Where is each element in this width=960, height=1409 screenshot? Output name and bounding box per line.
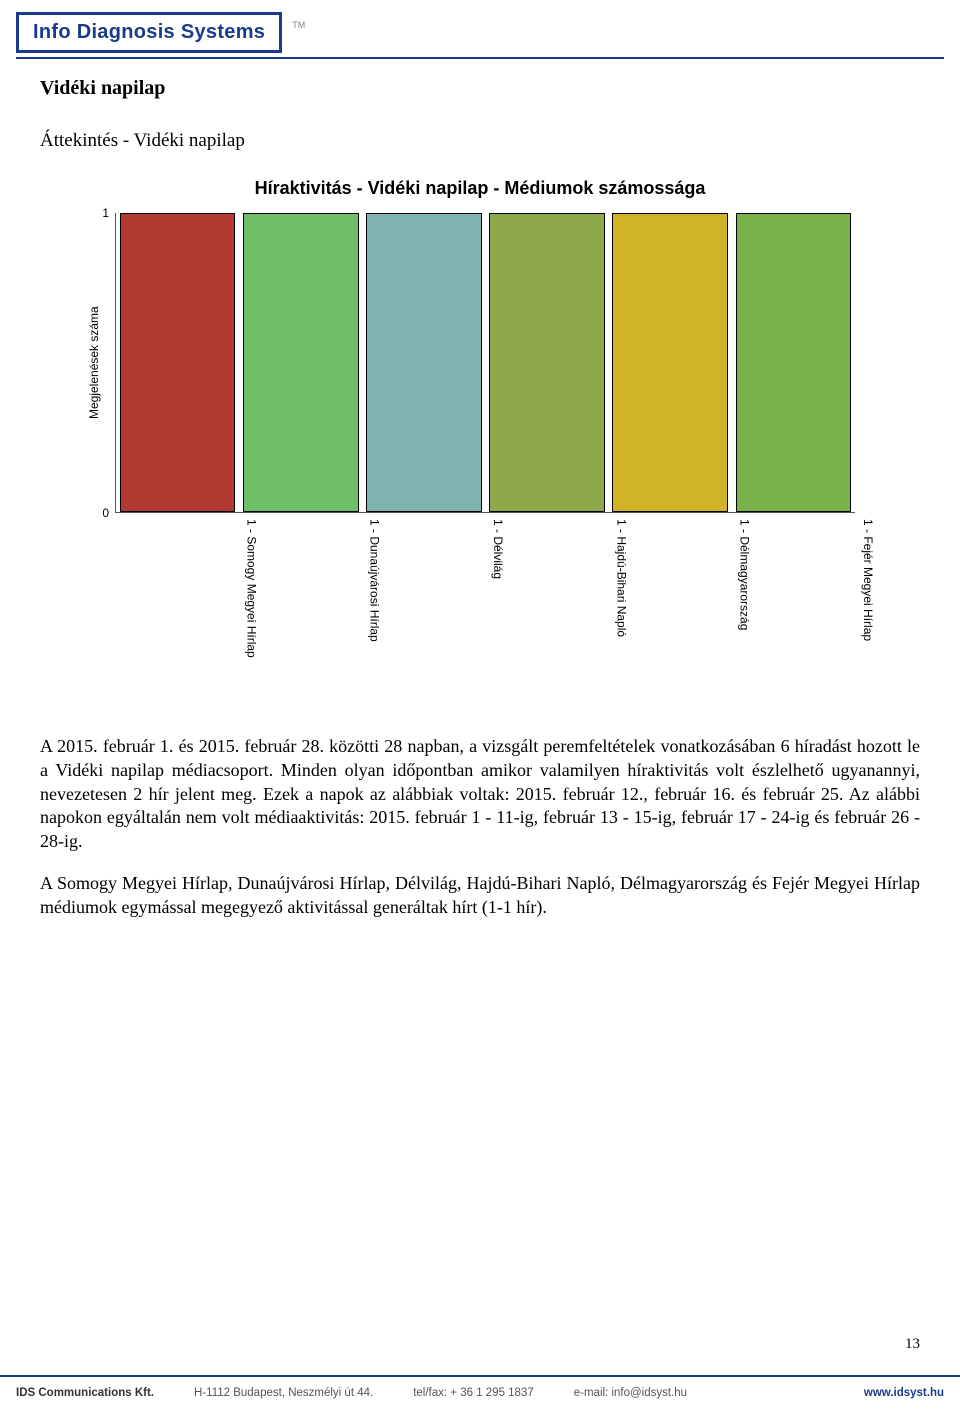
bar-chart: Híraktivitás - Vidéki napilap - Médiumok… <box>85 178 875 703</box>
footer-email: e-mail: info@idsyst.hu <box>574 1387 687 1399</box>
x-axis-label: 1 - Somogy Megyei Hírlap <box>135 513 258 703</box>
page-content: Vidéki napilap Áttekintés - Vidéki napil… <box>0 59 960 919</box>
x-axis-label: 1 - Fejér Megyei Hírlap <box>752 513 875 703</box>
bar <box>612 213 728 512</box>
section-title: Vidéki napilap <box>40 77 920 100</box>
bar-slot <box>486 213 609 512</box>
trademark-label: TM <box>292 20 305 30</box>
y-axis-ticks: 1 0 <box>103 213 115 513</box>
bar-slot <box>116 213 239 512</box>
chart-title: Híraktivitás - Vidéki napilap - Médiumok… <box>85 178 875 199</box>
bar <box>243 213 359 512</box>
footer-company: IDS Communications Kft. <box>16 1387 154 1399</box>
footer-address: H-1112 Budapest, Neszmélyi út 44. <box>194 1387 373 1399</box>
bar <box>366 213 482 512</box>
bar <box>120 213 236 512</box>
bar <box>489 213 605 512</box>
logo-box: Info Diagnosis Systems <box>16 12 282 53</box>
footer-url: www.idsyst.hu <box>864 1387 944 1399</box>
page-header: Info Diagnosis Systems TM <box>0 0 960 59</box>
x-axis-label: 1 - Hajdú-Bihari Napló <box>505 513 628 703</box>
x-axis-label: 1 - Délmagyarország <box>628 513 751 703</box>
logo-text: Info Diagnosis Systems <box>33 21 265 43</box>
section-subtitle: Áttekintés - Vidéki napilap <box>40 130 920 152</box>
y-tick: 1 <box>102 206 109 220</box>
chart-container: Híraktivitás - Vidéki napilap - Médiumok… <box>40 178 920 703</box>
y-axis-label: Megjelenések száma <box>85 213 103 513</box>
bar-slot <box>362 213 485 512</box>
y-tick: 0 <box>102 506 109 520</box>
body-paragraph: A 2015. február 1. és 2015. február 28. … <box>40 735 920 854</box>
bar-slot <box>732 213 855 512</box>
bar <box>736 213 852 512</box>
x-axis-label: 1 - Délvilág <box>382 513 505 703</box>
bar-slot <box>239 213 362 512</box>
page-number: 13 <box>905 1336 920 1353</box>
x-axis-label: 1 - Dunaújvárosi Hírlap <box>258 513 381 703</box>
page-footer: IDS Communications Kft. H-1112 Budapest,… <box>0 1375 960 1409</box>
plot-area <box>115 213 855 513</box>
bar-slot <box>609 213 732 512</box>
footer-phone: tel/fax: + 36 1 295 1837 <box>413 1387 534 1399</box>
x-axis-labels: 1 - Somogy Megyei Hírlap1 - Dunaújvárosi… <box>135 513 875 703</box>
body-paragraph: A Somogy Megyei Hírlap, Dunaújvárosi Hír… <box>40 872 920 920</box>
